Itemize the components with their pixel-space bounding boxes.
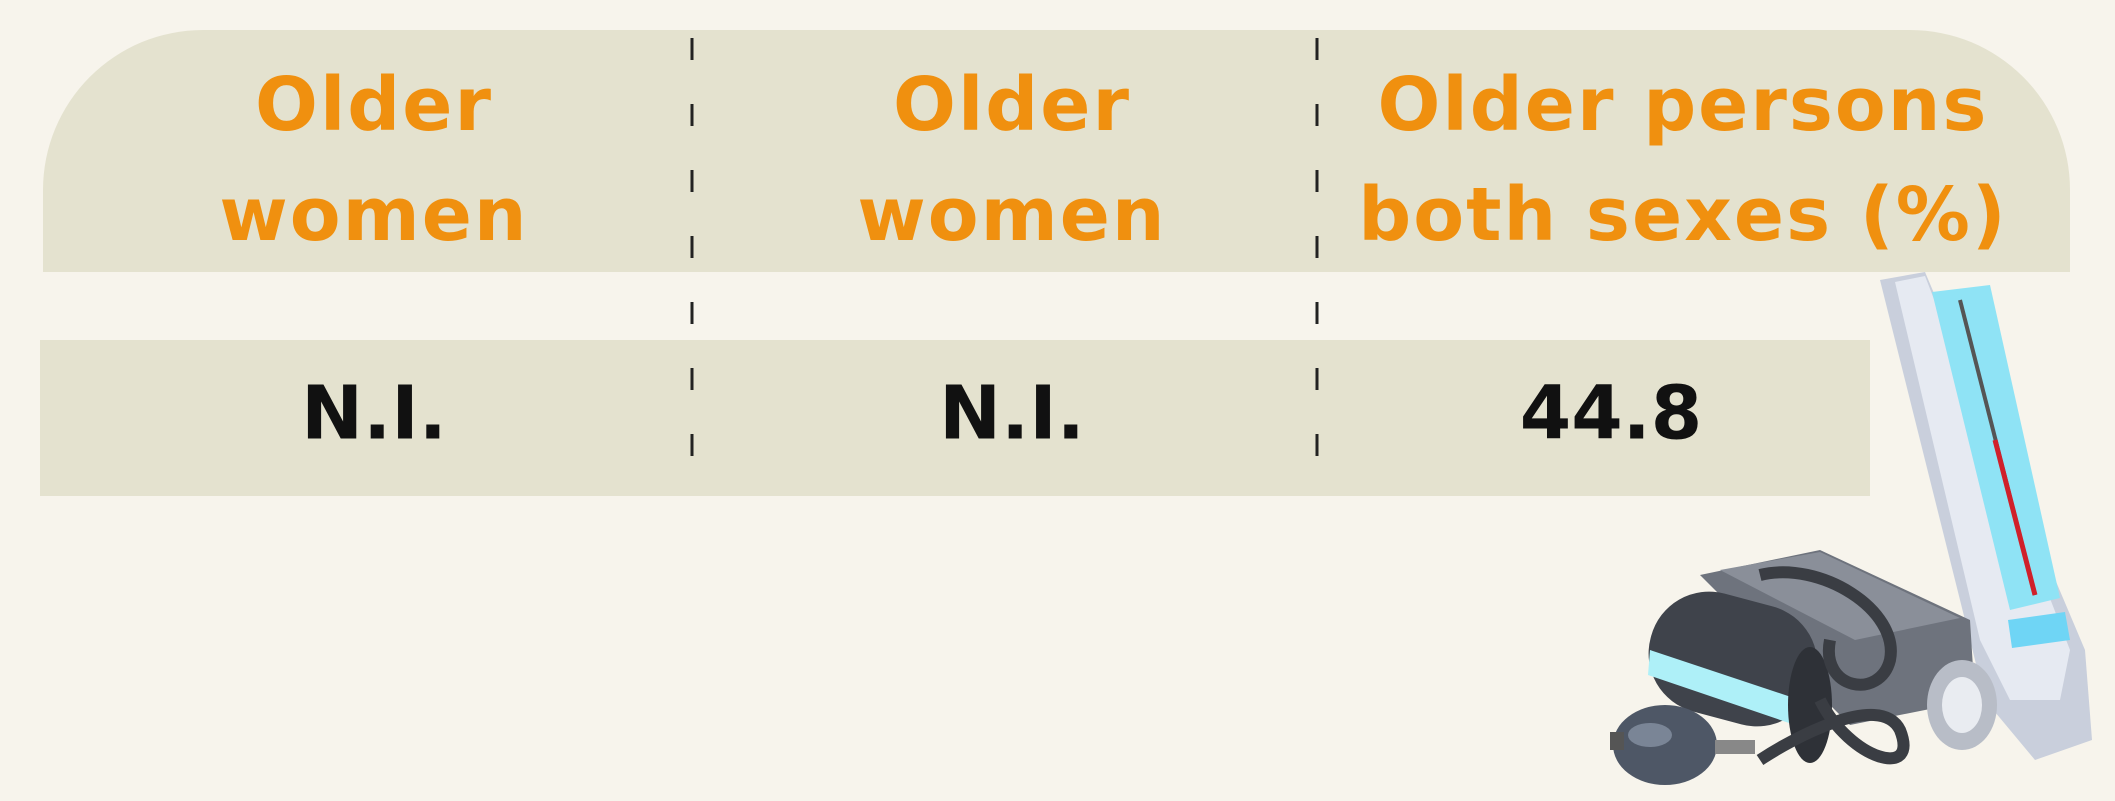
header-line: both sexes (%) [1358, 172, 2007, 258]
table: Older women Older women Older persons both se… [219, 62, 2007, 457]
column-header: Older persons both sexes (%) [1358, 62, 2007, 258]
header-band [43, 30, 2070, 272]
column-header: Older women [857, 62, 1166, 258]
table-cell: N.I. [939, 371, 1085, 457]
header-line: women [219, 172, 528, 258]
header-line: women [857, 172, 1166, 258]
row-band [40, 340, 1870, 496]
header-line: Older [893, 62, 1131, 148]
table-cell: N.I. [301, 371, 447, 457]
table-cell: 44.8 [1520, 371, 1703, 457]
header-line: Older persons [1378, 62, 1989, 148]
column-header: Older women [219, 62, 528, 258]
header-line: Older [255, 62, 493, 148]
blood-pressure-monitor [1610, 272, 2092, 785]
